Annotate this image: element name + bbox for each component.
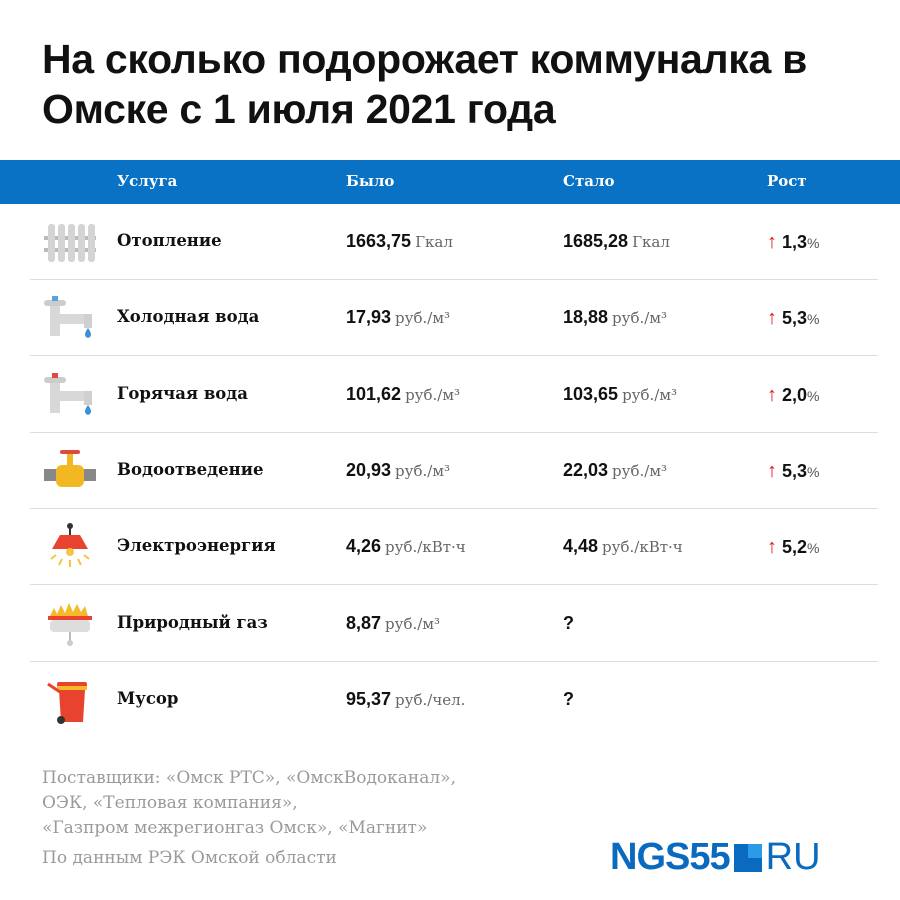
old-price-value: 4,26 [346,536,382,557]
arrow-up-icon: ↑ [767,459,777,482]
table-row: Мусор 95,37 руб./чел. ? [30,662,878,738]
logo-main: NGS55 [610,836,731,878]
header-service: Услуга [117,172,178,190]
table-row: Водоотведение 20,93 руб./м³ 22,03 руб./м³ ↑… [30,433,878,509]
table-row: Электроэнергия 4,26 руб./кВт·ч 4,48 руб./к… [30,509,878,586]
growth-unit: % [807,235,820,251]
radiator-icon [42,218,98,266]
new-price-unit: Гкал [632,233,670,251]
header-growth: Рост [767,172,807,190]
arrow-up-icon: ↑ [767,231,777,253]
header-was: Было [346,172,395,190]
table-row: Отопление 1663,75 Гкал 1685,28 Гкал ↑ 1,3% [30,204,878,280]
new-price: 4,48 руб./кВт·ч [563,536,683,557]
new-price-value: 18,88 [563,307,609,328]
table-row: Природный газ 8,87 руб./м³ ? [30,586,878,662]
old-price-unit: руб./м³ [395,309,451,328]
old-price: 20,93 руб./м³ [346,460,450,481]
arrow-up-icon: ↑ [767,536,777,559]
lamp-icon [42,523,98,571]
source-note: По данным РЭК Омской области [42,848,337,868]
suppliers-line: «Газпром межрегионгаз Омск», «Магнит» [42,818,428,838]
old-price-value: 8,87 [346,612,382,633]
service-name: Холодная вода [117,307,260,327]
arrow-up-icon: ↑ [767,383,777,406]
growth: ↑ 1,3% [767,231,819,254]
service-name: Электроэнергия [117,536,276,556]
growth-unit: % [807,463,820,480]
suppliers-line: ОЭК, «Тепловая компания», [42,793,298,813]
table-row: Горячая вода 101,62 руб./м³ 103,65 руб./м³… [30,357,878,433]
old-price-unit: руб./м³ [405,385,461,404]
suppliers-note: Поставщики: «Омск РТС», «ОмскВодоканал»,… [42,766,456,841]
growth-value: 5,3 [782,308,808,329]
old-price-unit: руб./м³ [385,614,441,633]
new-price: 22,03 руб./м³ [563,460,667,481]
growth: ↑ 5,3% [767,460,819,483]
new-price-value: 4,48 [563,536,599,557]
service-name: Мусор [117,688,179,708]
new-price-value: 22,03 [563,459,609,480]
new-price-unit: руб./кВт·ч [602,538,683,557]
service-name: Горячая вода [117,383,248,403]
new-price: 18,88 руб./м³ [563,307,667,328]
old-price: 1663,75 Гкал [346,231,453,252]
growth-unit: % [807,311,820,328]
old-price-value: 101,62 [346,383,402,404]
old-price-value: 1663,75 [346,231,412,251]
growth-unit: % [807,387,820,404]
growth: ↑ 5,3% [767,307,819,330]
old-price: 95,37 руб./чел. [346,689,465,710]
page-title: На сколько подорожает коммуналка в Омске… [42,36,807,132]
old-price: 101,62 руб./м³ [346,384,460,405]
new-price: ? [563,689,578,710]
old-price: 4,26 руб./кВт·ч [346,536,466,557]
table-header: Услуга Было Стало Рост [0,160,900,204]
growth-value: 2,0 [782,384,808,405]
ngs55-logo: NGS55 RU [610,836,821,879]
new-price-value: 103,65 [563,383,619,404]
logo-suffix: RU [765,836,821,878]
gas-burner-icon [42,600,98,648]
growth-unit: % [807,540,820,557]
suppliers-line: Поставщики: «Омск РТС», «ОмскВодоканал», [42,768,456,788]
service-name: Отопление [117,231,222,250]
hot-water-tap-icon [42,371,98,419]
growth: ↑ 2,0% [767,384,819,407]
old-price: 17,93 руб./м³ [346,307,450,328]
old-price-value: 20,93 [346,459,392,480]
new-price-unit: руб./м³ [612,309,668,328]
trash-bin-icon [42,676,98,724]
old-price: 8,87 руб./м³ [346,613,440,634]
new-price: 1685,28 Гкал [563,231,670,252]
new-price-unit: руб./м³ [622,385,678,404]
new-price-value: 1685,28 [563,231,629,251]
service-name: Природный газ [117,612,268,632]
table-row: Холодная вода 17,93 руб./м³ 18,88 руб./м³ ↑… [30,280,878,357]
old-price-unit: руб./чел. [395,690,466,709]
logo-square-icon [733,843,762,872]
old-price-unit: руб./кВт·ч [385,538,466,557]
service-name: Водоотведение [117,459,264,479]
arrow-up-icon: ↑ [767,307,777,330]
cold-water-tap-icon [42,294,98,342]
growth-value: 5,2 [782,537,808,558]
growth-value: 5,3 [782,460,808,481]
old-price-value: 95,37 [346,688,392,709]
new-price-value: ? [563,612,574,633]
header-now: Стало [563,172,615,190]
new-price-value: ? [563,688,574,709]
old-price-unit: Гкал [415,233,453,251]
new-price: ? [563,613,578,634]
new-price-unit: руб./м³ [612,461,668,480]
new-price: 103,65 руб./м³ [563,384,677,405]
growth-value: 1,3 [782,232,808,252]
pipe-valve-icon [42,447,98,495]
old-price-unit: руб./м³ [395,461,451,480]
growth: ↑ 5,2% [767,536,819,559]
old-price-value: 17,93 [346,307,392,328]
